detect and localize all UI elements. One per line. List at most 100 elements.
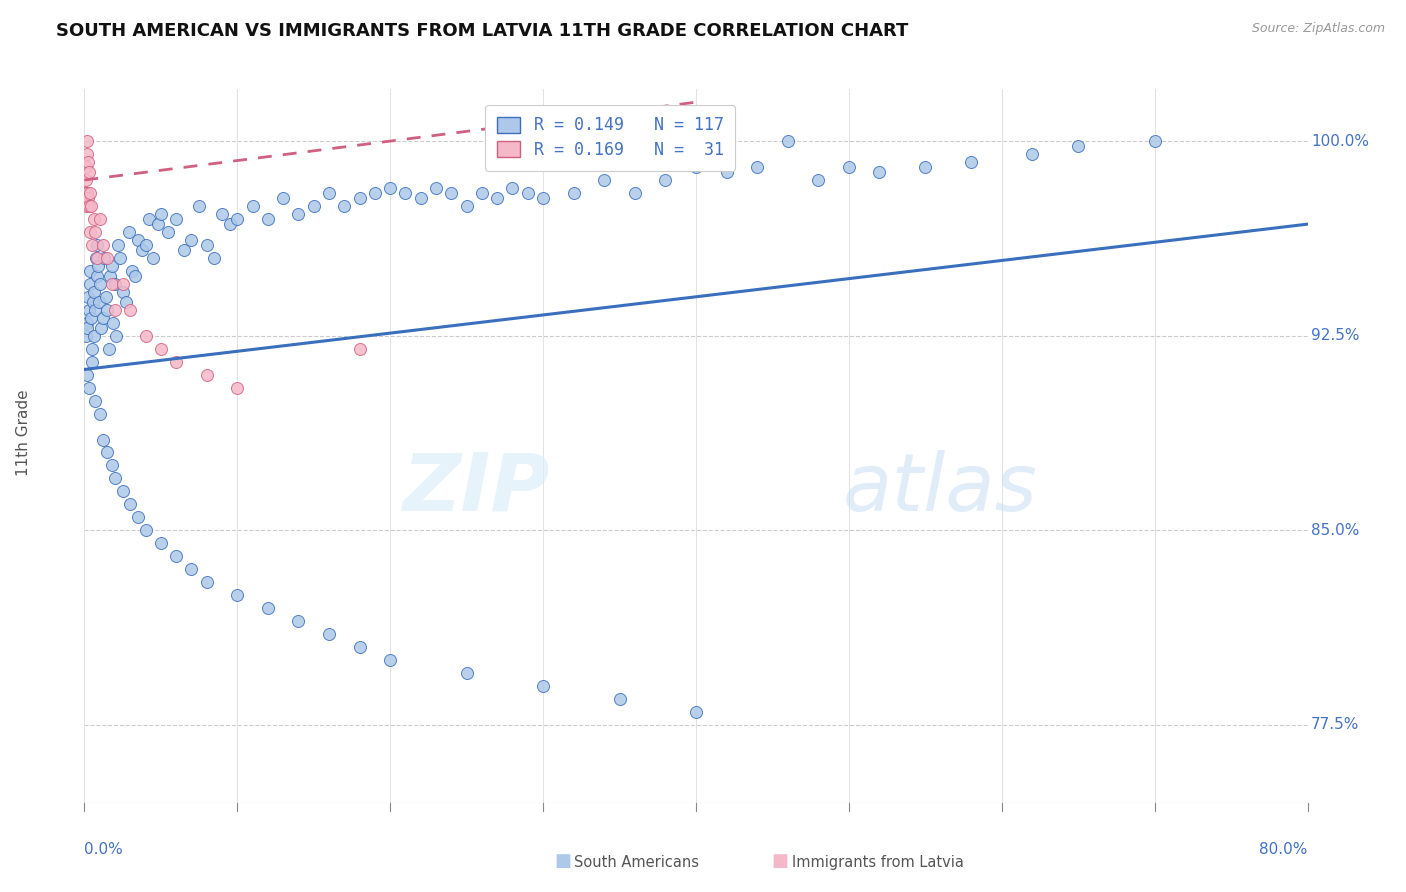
Point <box>76 321 98 335</box>
Point <box>869 165 891 179</box>
Point <box>105 328 128 343</box>
Point <box>75 186 97 200</box>
Point <box>107 238 129 252</box>
Point <box>271 191 294 205</box>
Point <box>79 186 101 200</box>
Point <box>685 160 707 174</box>
Point <box>142 251 165 265</box>
Point <box>226 588 249 602</box>
Point <box>394 186 416 200</box>
Point <box>77 199 100 213</box>
Point <box>157 225 180 239</box>
Point <box>97 342 120 356</box>
Point <box>84 251 107 265</box>
Point <box>76 147 98 161</box>
Point <box>83 328 105 343</box>
Point <box>118 225 141 239</box>
Text: 85.0%: 85.0% <box>1312 523 1360 538</box>
Point <box>86 238 108 252</box>
Point <box>76 368 98 382</box>
Point <box>96 445 118 459</box>
Point <box>131 243 153 257</box>
Point <box>609 692 631 706</box>
Point <box>84 302 107 317</box>
Point <box>79 277 101 291</box>
Point <box>135 238 157 252</box>
Point <box>287 207 309 221</box>
Point <box>202 251 225 265</box>
Text: 77.5%: 77.5% <box>1312 717 1360 732</box>
Point <box>135 328 157 343</box>
Point <box>165 549 187 564</box>
Point <box>409 191 432 205</box>
Point <box>90 321 112 335</box>
Point <box>226 211 249 226</box>
Point <box>349 191 371 205</box>
Point <box>173 243 195 257</box>
Point <box>501 181 523 195</box>
Point <box>471 186 494 200</box>
Text: 0.0%: 0.0% <box>84 842 124 856</box>
Point <box>87 259 110 273</box>
Point <box>1067 139 1090 153</box>
Point <box>104 302 127 317</box>
Point <box>180 233 202 247</box>
Point <box>127 233 149 247</box>
Point <box>654 173 676 187</box>
Point <box>91 310 114 325</box>
Point <box>593 173 616 187</box>
Point <box>380 181 402 195</box>
Point <box>75 173 97 187</box>
Point <box>531 679 554 693</box>
Point <box>380 653 402 667</box>
Point <box>456 666 478 681</box>
Point <box>103 316 125 330</box>
Point <box>89 407 111 421</box>
Text: South Americans: South Americans <box>574 855 699 870</box>
Point <box>195 238 218 252</box>
Point <box>77 381 100 395</box>
Point <box>1143 134 1166 148</box>
Point <box>104 471 127 485</box>
Point <box>98 268 121 283</box>
Point <box>111 285 134 299</box>
Point <box>165 354 187 368</box>
Point <box>79 264 101 278</box>
Point <box>94 290 117 304</box>
Point <box>135 524 157 538</box>
Point <box>218 217 240 231</box>
Point <box>188 199 211 213</box>
Point <box>83 285 105 299</box>
Point <box>745 160 768 174</box>
Point <box>349 640 371 654</box>
Point <box>149 207 172 221</box>
Point <box>685 705 707 719</box>
Point <box>257 211 280 226</box>
Point <box>114 295 136 310</box>
Point <box>101 458 124 473</box>
Point <box>624 186 647 200</box>
Point <box>531 191 554 205</box>
Point <box>127 510 149 524</box>
Point <box>77 165 100 179</box>
Point <box>838 160 860 174</box>
Point <box>318 186 340 200</box>
Point <box>425 181 447 195</box>
Point <box>101 259 124 273</box>
Point <box>716 165 738 179</box>
Text: ZIP: ZIP <box>402 450 550 528</box>
Point <box>111 484 134 499</box>
Point <box>83 211 105 226</box>
Point <box>101 277 124 291</box>
Point <box>80 354 103 368</box>
Point <box>77 191 100 205</box>
Point <box>77 302 100 317</box>
Point <box>84 225 107 239</box>
Point <box>75 199 97 213</box>
Point <box>96 251 118 265</box>
Point <box>89 277 111 291</box>
Point <box>96 302 118 317</box>
Point <box>516 186 538 200</box>
Point <box>456 199 478 213</box>
Point <box>80 199 103 213</box>
